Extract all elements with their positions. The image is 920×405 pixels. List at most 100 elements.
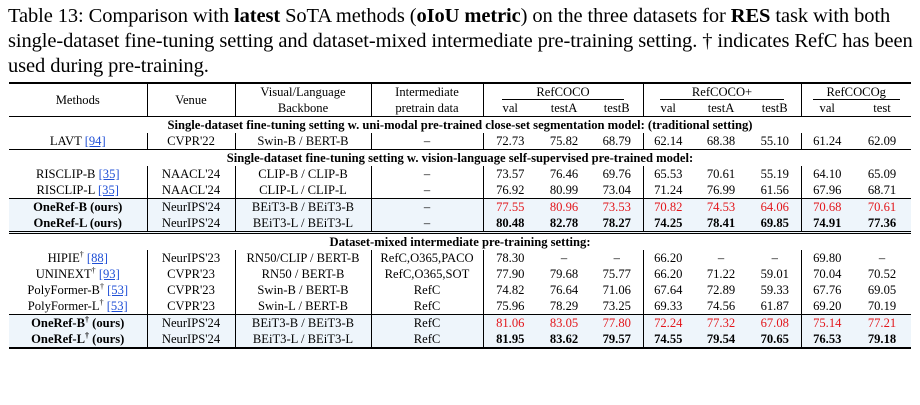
score-cell: 70.68: [801, 198, 853, 215]
score-cell: 65.53: [654, 167, 683, 181]
score-cell: 68.79: [591, 133, 644, 150]
section-label: Dataset-mixed intermediate pre-training …: [9, 231, 911, 250]
header-test: test: [853, 100, 911, 117]
table-row: HIPIE† [88] NeurIPS'23 RN50/CLIP / BERT-B R…: [9, 250, 911, 266]
header-pretrain-2: pretrain data: [371, 100, 484, 117]
score-cell: 74.91: [801, 215, 853, 233]
score-cell: 71.06: [591, 282, 644, 298]
score-cell: 74.56: [706, 299, 736, 313]
score-cell: –: [717, 251, 725, 265]
method-cell: PolyFormer-B† [53]: [9, 282, 148, 298]
score-cell: 76.92: [496, 183, 525, 197]
citation-link: [35]: [97, 183, 119, 197]
score-cell: 83.62: [537, 331, 591, 349]
section-label: Single-dataset fine-tuning setting w. un…: [9, 116, 911, 133]
section-row: Single-dataset fine-tuning setting w. un…: [9, 116, 911, 133]
score-cell: 71.24: [654, 183, 683, 197]
pretrain-cell: –: [371, 215, 484, 233]
section-label: Single-dataset fine-tuning setting w. vi…: [9, 149, 911, 166]
method-suffix: (ours): [89, 316, 125, 330]
pretrain-cell: RefC,O365,SOT: [371, 266, 484, 282]
score-cell: 75.14: [801, 314, 853, 331]
venue-cell: CVPR'22: [147, 133, 236, 150]
venue-cell: NAACL'24: [147, 166, 236, 182]
table-row: PolyFormer-B† [53] CVPR'23 Swin-B / BERT-B…: [9, 282, 911, 298]
venue-cell: NeurIPS'24: [147, 331, 236, 349]
venue-cell: NAACL'24: [147, 182, 236, 199]
backbone-cell: Swin-B / BERT-B: [235, 133, 372, 150]
score-cell: 74.25: [643, 215, 693, 233]
caption-text: task with both single-dataset fine-tunin…: [8, 5, 913, 77]
score-cell: 70.65: [749, 331, 802, 349]
score-cell: 80.48: [483, 215, 537, 233]
score-cell: 81.95: [483, 331, 537, 349]
score-cell: 74.53: [693, 198, 749, 215]
method-name: RISCLIP-L: [36, 183, 98, 197]
header-val: val: [643, 100, 693, 117]
score-cell: 73.53: [591, 198, 644, 215]
score-cell: 77.90: [496, 267, 525, 281]
score-cell: 79.68: [549, 267, 579, 281]
method-name: UNINEXT: [35, 267, 92, 281]
method-cell: RISCLIP-L [35]: [9, 182, 148, 199]
venue-cell: CVPR'23: [147, 298, 236, 315]
score-cell: 77.55: [483, 198, 537, 215]
score-cell: 76.64: [549, 283, 579, 297]
score-cell: 78.30: [496, 251, 525, 265]
dagger-mark: †: [85, 314, 90, 324]
score-cell: 66.20: [654, 251, 683, 265]
score-cell: –: [878, 251, 886, 265]
caption-latest: latest: [234, 5, 281, 27]
score-cell: 71.22: [706, 267, 736, 281]
score-cell: 61.56: [749, 182, 802, 199]
score-cell: 67.64: [654, 283, 683, 297]
results-table: Methods Venue Visual/Language Intermedia…: [9, 82, 911, 349]
citation-link: [93]: [98, 267, 120, 281]
score-cell: 75.96: [496, 299, 525, 313]
score-cell: 69.20: [813, 299, 842, 313]
header-refcocog-label: RefCOCOg: [812, 85, 900, 100]
section-row: Single-dataset fine-tuning setting w. vi…: [9, 149, 911, 166]
table-row: UNINEXT† [93] CVPR'23 RN50 / BERT-B RefC,O3…: [9, 266, 911, 282]
method-name: LAVT: [49, 134, 85, 148]
backbone-cell: BEiT3-L / BEiT3-L: [235, 331, 372, 349]
score-cell: 80.99: [549, 183, 579, 197]
backbone-cell: CLIP-B / CLIP-B: [235, 166, 372, 182]
header-methods: Methods: [9, 82, 148, 117]
citation-link: [53]: [106, 299, 128, 313]
pretrain-cell: RefC: [371, 298, 484, 315]
method-cell: RISCLIP-B [35]: [9, 166, 148, 182]
method-cell: HIPIE† [88]: [9, 249, 148, 266]
method-cell: OneRef-L† (ours): [9, 331, 148, 349]
header-testB: testB: [749, 100, 802, 117]
method-suffix: (ours): [89, 332, 125, 346]
score-cell: 61.24: [813, 134, 842, 148]
score-cell: 69.05: [867, 283, 897, 297]
score-cell: 69.80: [813, 251, 842, 265]
header-pretrain-1: Intermediate: [371, 82, 484, 100]
score-cell: 62.09: [867, 134, 897, 148]
score-cell: 79.57: [591, 331, 644, 349]
score-cell: 67.76: [813, 283, 842, 297]
score-cell: 75.82: [549, 134, 579, 148]
score-cell: 80.96: [537, 198, 591, 215]
score-cell: 83.05: [537, 314, 591, 331]
score-cell: 76.53: [801, 331, 853, 349]
header-refcocop: RefCOCO+: [643, 82, 802, 100]
dagger-mark: †: [79, 249, 84, 259]
score-cell: 62.14: [654, 134, 683, 148]
method-name: PolyFormer-L: [27, 299, 100, 313]
backbone-cell: RN50 / BERT-B: [235, 266, 372, 282]
score-cell: 68.71: [867, 183, 897, 197]
pretrain-cell: –: [371, 166, 484, 182]
score-cell: –: [591, 250, 644, 266]
score-cell: 72.73: [496, 134, 525, 148]
score-cell: 69.33: [654, 299, 683, 313]
header-row-1: Methods Venue Visual/Language Intermedia…: [9, 82, 911, 117]
pretrain-cell: RefC: [371, 331, 484, 349]
score-cell: 59.33: [749, 282, 802, 298]
score-cell: 78.29: [549, 299, 579, 313]
score-cell: 65.09: [867, 167, 897, 181]
dagger-mark: †: [99, 297, 104, 307]
score-cell: 69.85: [749, 215, 802, 233]
